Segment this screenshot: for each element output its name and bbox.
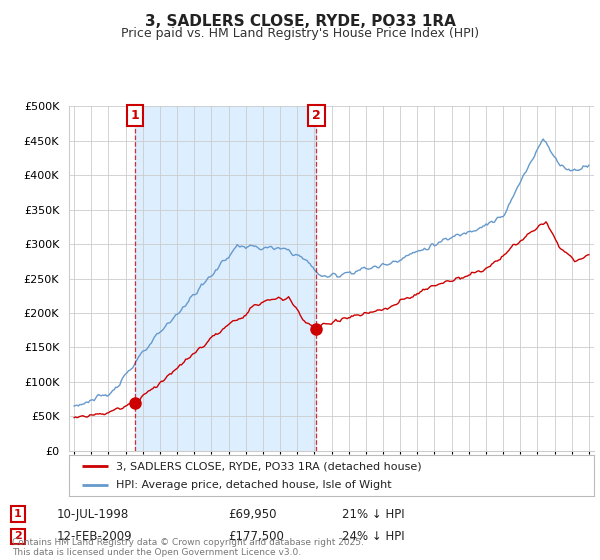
Text: 3, SADLERS CLOSE, RYDE, PO33 1RA: 3, SADLERS CLOSE, RYDE, PO33 1RA — [145, 14, 455, 29]
Text: 12-FEB-2009: 12-FEB-2009 — [57, 530, 133, 543]
Text: 24% ↓ HPI: 24% ↓ HPI — [342, 530, 404, 543]
Text: 10-JUL-1998: 10-JUL-1998 — [57, 507, 129, 521]
Text: Price paid vs. HM Land Registry's House Price Index (HPI): Price paid vs. HM Land Registry's House … — [121, 27, 479, 40]
Text: 2: 2 — [312, 109, 321, 122]
Text: £177,500: £177,500 — [228, 530, 284, 543]
Text: £69,950: £69,950 — [228, 507, 277, 521]
Bar — [135, 106, 316, 451]
Text: 1: 1 — [130, 109, 139, 122]
Text: 2: 2 — [14, 531, 22, 542]
Text: Contains HM Land Registry data © Crown copyright and database right 2025.
This d: Contains HM Land Registry data © Crown c… — [12, 538, 364, 557]
Text: 3, SADLERS CLOSE, RYDE, PO33 1RA (detached house): 3, SADLERS CLOSE, RYDE, PO33 1RA (detach… — [116, 461, 422, 471]
Text: HPI: Average price, detached house, Isle of Wight: HPI: Average price, detached house, Isle… — [116, 480, 392, 489]
Text: 21% ↓ HPI: 21% ↓ HPI — [342, 507, 404, 521]
Text: 1: 1 — [14, 509, 22, 519]
